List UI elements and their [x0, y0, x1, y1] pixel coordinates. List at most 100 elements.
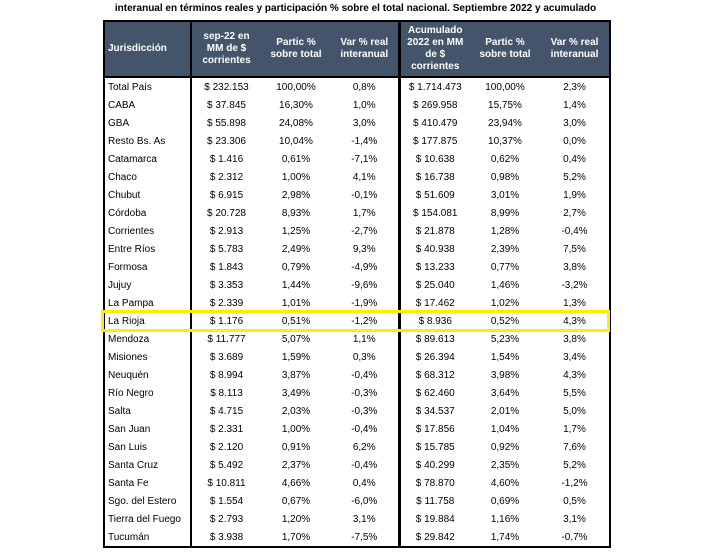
- value-cell: 0,52%: [490, 315, 520, 327]
- value-cell: $ 2.913: [190, 222, 261, 240]
- value-cell: 1,7%: [563, 423, 586, 435]
- value-cell: $ 19.884: [397, 510, 470, 528]
- value-cell: $ 1.843: [190, 258, 261, 276]
- value-cell: 2,39%: [490, 243, 520, 255]
- value-cell: 1,00%: [281, 423, 311, 435]
- value-cell: $ 23.306: [190, 132, 261, 150]
- table-row: CABA $ 37.845 16,30% 1,0% $ 269.958 15,75% 1,4…: [104, 96, 610, 114]
- value-cell: 4,1%: [352, 171, 376, 183]
- value-cell: 3,1%: [352, 513, 376, 525]
- value-cell: -0,7%: [561, 531, 588, 543]
- value-cell: 3,0%: [352, 117, 376, 129]
- jurisdiction-cell: GBA: [108, 117, 130, 129]
- value-cell: -7,5%: [351, 531, 378, 543]
- jurisdiction-cell: Entre Ríos: [108, 243, 156, 255]
- value-cell: $ 25.040: [397, 276, 470, 294]
- jurisdiction-cell: San Luis: [108, 441, 147, 453]
- value-cell: 2,35%: [490, 459, 520, 471]
- table-row: Mendoza $ 11.777 5,07% 1,1% $ 89.613 5,23% 3,8…: [104, 330, 610, 348]
- value-cell: -0,3%: [351, 405, 378, 417]
- value-cell: $ 15.785: [397, 438, 470, 456]
- table-row: San Juan $ 2.331 1,00% -0,4% $ 17.856 1,04% 1,…: [104, 420, 610, 438]
- value-cell: -1,4%: [351, 135, 378, 147]
- value-cell: $ 2.331: [190, 420, 261, 438]
- value-cell: $ 154.081: [397, 204, 470, 222]
- value-cell: 1,02%: [490, 297, 520, 309]
- value-cell: $ 11.777: [190, 330, 261, 348]
- jurisdiction-cell: Resto Bs. As: [108, 135, 166, 147]
- value-cell: 15,75%: [488, 99, 522, 111]
- value-cell: $ 40.299: [397, 456, 470, 474]
- value-cell: 4,60%: [490, 477, 520, 489]
- value-cell: 4,3%: [563, 369, 586, 381]
- jurisdiction-cell: Corrientes: [108, 225, 155, 237]
- value-cell: $ 8.936: [397, 312, 470, 330]
- value-cell: $ 1.714.473: [397, 77, 470, 96]
- jurisdiction-cell: Salta: [108, 405, 131, 417]
- column-header: sep-22 en MM de $ corrientes: [190, 21, 261, 78]
- value-cell: -6,0%: [351, 495, 378, 507]
- value-cell: 0,61%: [281, 153, 311, 165]
- value-cell: -0,4%: [561, 225, 588, 237]
- value-cell: 7,6%: [563, 441, 586, 453]
- table-row: Santa Fe $ 10.811 4,66% 0,4% $ 78.870 4,60% -1…: [104, 474, 610, 492]
- table-row: San Luis $ 2.120 0,91% 6,2% $ 15.785 0,92% 7,6…: [104, 438, 610, 456]
- value-cell: 5,5%: [563, 387, 586, 399]
- value-cell: $ 1.554: [190, 492, 261, 510]
- value-cell: 8,99%: [490, 207, 520, 219]
- table-row: Tucumán $ 3.938 1,70% -7,5% $ 29.842 1,74% -0,…: [104, 528, 610, 547]
- jurisdiction-cell: Santa Cruz: [108, 459, 159, 471]
- value-cell: $ 6.915: [190, 186, 261, 204]
- value-cell: -0,3%: [351, 387, 378, 399]
- value-cell: $ 16.738: [397, 168, 470, 186]
- value-cell: 5,07%: [281, 333, 311, 345]
- value-cell: 7,5%: [563, 243, 586, 255]
- column-header: Partic % sobre total: [470, 21, 540, 78]
- jurisdiction-cell: Misiones: [108, 351, 148, 363]
- value-cell: $ 55.898: [190, 114, 261, 132]
- table-row: Jujuy $ 3.353 1,44% -9,6% $ 25.040 1,46% -3,2%: [104, 276, 610, 294]
- jurisdiction-cell: Total País: [108, 81, 152, 93]
- jurisdiction-cell: Formosa: [108, 261, 148, 273]
- value-cell: -9,6%: [351, 279, 378, 291]
- value-cell: 1,44%: [281, 279, 311, 291]
- value-cell: 1,16%: [490, 513, 520, 525]
- value-cell: 0,92%: [490, 441, 520, 453]
- table-row: La Rioja $ 1.176 0,51% -1,2% $ 8.936 0,52% 4,3…: [104, 312, 610, 330]
- value-cell: $ 2.312: [190, 168, 261, 186]
- jurisdiction-cell: CABA: [108, 99, 136, 111]
- table-row: Total País $ 232.153 100,00% 0,8% $ 1.714.47…: [104, 77, 610, 96]
- value-cell: -1,2%: [561, 477, 588, 489]
- value-cell: $ 177.875: [397, 132, 470, 150]
- jurisdiction-cell: Catamarca: [108, 153, 157, 165]
- jurisdiction-cell: San Juan: [108, 423, 151, 435]
- value-cell: 1,28%: [490, 225, 520, 237]
- value-cell: 1,4%: [563, 99, 586, 111]
- value-cell: $ 8.113: [190, 384, 261, 402]
- value-cell: 0,77%: [490, 261, 520, 273]
- value-cell: 4,3%: [563, 315, 586, 327]
- value-cell: 8,93%: [281, 207, 311, 219]
- table-row: Neuquén $ 8.994 3,87% -0,4% $ 68.312 3,98% 4,3…: [104, 366, 610, 384]
- value-cell: $ 5.783: [190, 240, 261, 258]
- value-cell: $ 1.416: [190, 150, 261, 168]
- value-cell: 0,5%: [563, 495, 586, 507]
- value-cell: $ 2.339: [190, 294, 261, 312]
- value-cell: $ 68.312: [397, 366, 470, 384]
- table-row: Córdoba $ 20.728 8,93% 1,7% $ 154.081 8,99% 2,…: [104, 204, 610, 222]
- value-cell: $ 62.460: [397, 384, 470, 402]
- value-cell: 0,91%: [281, 441, 311, 453]
- value-cell: $ 2.120: [190, 438, 261, 456]
- value-cell: 2,01%: [490, 405, 520, 417]
- value-cell: $ 3.353: [190, 276, 261, 294]
- jurisdiction-cell: Tierra del Fuego: [108, 513, 181, 525]
- value-cell: 3,98%: [490, 369, 520, 381]
- value-cell: 3,4%: [563, 351, 586, 363]
- value-cell: 0,69%: [490, 495, 520, 507]
- value-cell: $ 8.994: [190, 366, 261, 384]
- value-cell: 24,08%: [279, 117, 313, 129]
- table-row: Catamarca $ 1.416 0,61% -7,1% $ 10.638 0,62% 0…: [104, 150, 610, 168]
- value-cell: $ 4.715: [190, 402, 261, 420]
- table-row: Entre Ríos $ 5.783 2,49% 9,3% $ 40.938 2,39% 7…: [104, 240, 610, 258]
- value-cell: 1,1%: [352, 333, 376, 345]
